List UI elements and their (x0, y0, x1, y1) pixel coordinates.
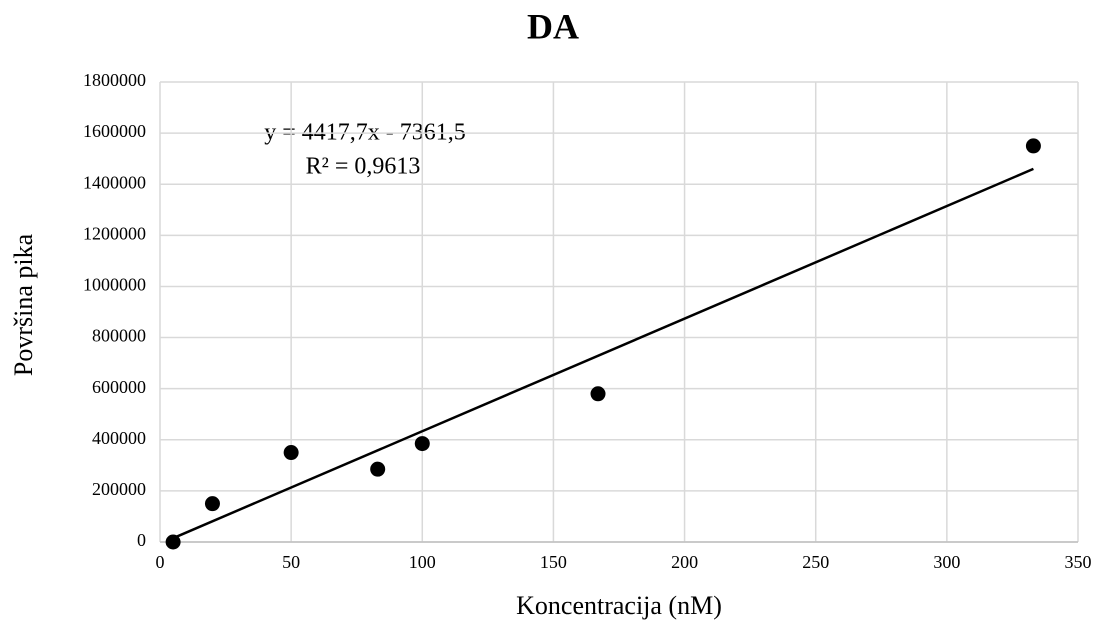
x-axis-label: Koncentracija (nM) (516, 591, 722, 620)
y-tick-label: 0 (137, 530, 146, 550)
point (204, 496, 220, 512)
point (590, 386, 606, 402)
y-tick-label: 1000000 (83, 275, 146, 295)
x-tick-label: 0 (156, 552, 165, 572)
x-tick-label: 250 (802, 552, 829, 572)
x-tick-label: 300 (933, 552, 960, 572)
point (165, 534, 181, 550)
y-tick-label: 400000 (92, 428, 146, 448)
y-tick-label: 600000 (92, 377, 146, 397)
r-squared: R² = 0,9613 (306, 154, 421, 180)
y-tick-label: 1800000 (83, 70, 146, 90)
y-tick-label: 1200000 (83, 223, 146, 243)
y-tick-label: 800000 (92, 326, 146, 346)
y-tick-label: 1600000 (83, 121, 146, 141)
x-tick-label: 50 (282, 552, 300, 572)
x-tick-label: 200 (671, 552, 698, 572)
y-axis-label: Površina pika (9, 233, 38, 376)
y-tick-label: 1400000 (83, 172, 146, 192)
point (1025, 138, 1041, 154)
x-tick-label: 100 (409, 552, 436, 572)
y-tick-label: 200000 (92, 479, 146, 499)
chart-title: DA (527, 6, 579, 46)
point (414, 436, 430, 452)
x-tick-label: 350 (1065, 552, 1092, 572)
x-tick-label: 150 (540, 552, 567, 572)
trendline (172, 167, 1034, 540)
point (283, 445, 299, 461)
point (370, 461, 386, 477)
